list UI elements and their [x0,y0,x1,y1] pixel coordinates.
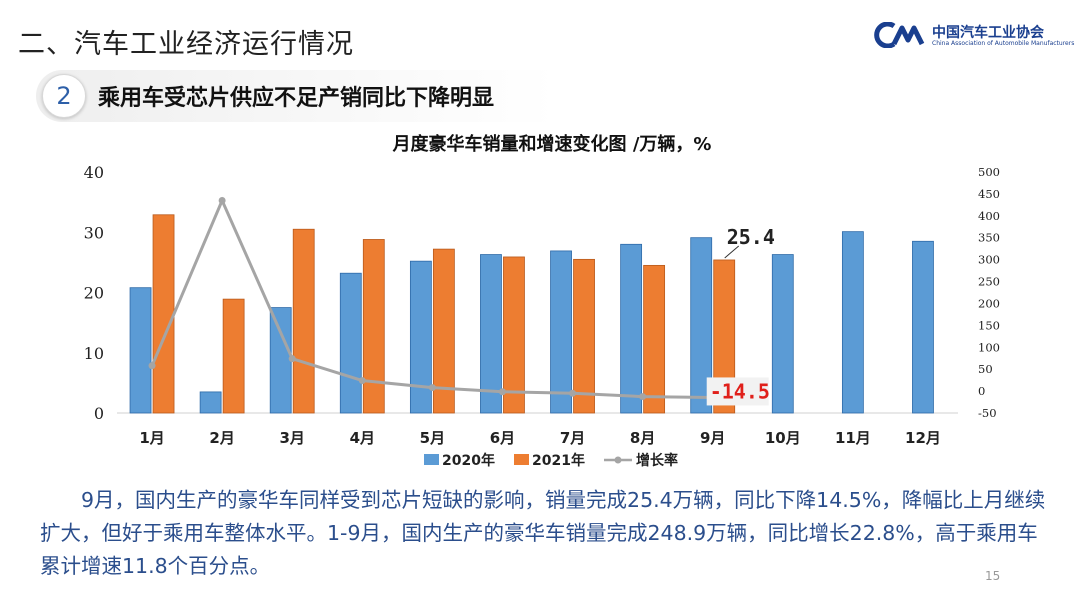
section-title: 二、汽车工业经济运行情况 [18,29,354,60]
y-right-tick-label: 500 [978,165,1000,179]
growth-label-box [706,377,769,406]
growth-rate-point [498,388,506,396]
caam-logo-icon [874,22,925,48]
bar-2021 [152,214,175,414]
y-right-tick-label: 0 [978,384,985,398]
page-number: 15 [985,569,1001,583]
x-tick-label: 4月 [350,429,375,447]
bar-2020 [690,237,713,414]
growth-rate-point [148,362,156,370]
legend-swatch [424,454,439,465]
y-right-tick-label: 300 [978,253,1000,267]
x-tick-label: 6月 [490,429,515,447]
growth-rate-point [639,393,647,401]
summary-paragraph: 9月，国内生产的豪华车同样受到芯片短缺的影响，销量完成25.4万辆，同比下降14… [40,488,1046,578]
bar-2020 [841,231,864,414]
subtitle: 乘用车受芯片供应不足产销同比下降明显 [98,86,495,111]
x-tick-label: 10月 [765,429,801,447]
y-right-tick-label: 350 [978,231,1000,245]
growth-rate-point [288,355,296,363]
bar-2020 [912,240,934,414]
data-label-2021-sep: 25.4 [727,225,775,249]
logo-name-cn: 中国汽车工业协会 [932,25,1044,41]
y-left-tick-label: 10 [84,344,104,363]
y-right-tick-label: 450 [978,187,1000,201]
x-tick-label: 12月 [905,429,941,447]
caam-logo: 中国汽车工业协会 China Association of Automobile… [872,20,1074,52]
y-right-tick-label: -50 [978,406,997,420]
x-tick-label: 7月 [560,429,585,447]
growth-rate-point [218,196,226,204]
bar-2021 [713,259,736,414]
legend-label: 2020年 [442,452,495,469]
bar-2021 [292,228,315,414]
bar-2021 [643,264,666,414]
y-right-tick-label: 100 [978,340,1000,354]
bar-2020 [339,272,362,414]
bar-2021 [573,258,595,414]
bar-2020 [199,391,222,414]
x-tick-label: 5月 [420,429,445,447]
bar-2020 [620,243,643,414]
data-label-leader [724,245,740,259]
y-right-tick-label: 400 [978,209,1000,223]
bar-2020 [129,287,152,414]
data-label-growth-sep: -14.5 [710,379,770,403]
legend-label: 增长率 [636,452,678,469]
x-tick-label: 11月 [835,429,871,447]
y-left-tick-label: 20 [84,284,104,303]
bar-2020 [550,250,572,414]
growth-rate-point [358,377,366,385]
x-tick-label: 3月 [279,429,304,447]
bar-2021 [222,298,245,414]
y-left-tick-label: 0 [94,404,104,423]
x-tick-label: 9月 [700,429,725,447]
bar-2020 [480,254,502,414]
x-tick-label: 1月 [139,429,164,447]
logo-name-en: China Association of Automobile Manufact… [932,40,1075,47]
bar-2021 [432,248,455,414]
subtitle-number-badge: 2 [42,74,86,118]
x-tick-label: 2月 [209,429,234,447]
y-left-tick-label: 30 [84,223,104,242]
x-tick-label: 8月 [630,429,655,447]
bar-2020 [771,254,794,414]
bar-2020 [409,260,432,414]
subtitle-bar [36,70,556,122]
chart-title: 月度豪华车销量和增速变化图 /万辆，% [392,133,712,155]
bar-2021 [503,256,525,414]
legend-label: 2021年 [532,452,585,469]
luxury-car-sales-chart: 月度豪华车销量和增速变化图 /万辆，% 0 10 20 30 40 -50 0 50 100 150… [84,133,1000,469]
bar-2021 [362,239,385,414]
legend-swatch [514,454,529,465]
y-right-tick-label: 250 [978,275,1000,289]
legend-marker [614,456,622,464]
bar-2020 [269,307,292,414]
growth-rate-point [428,384,436,392]
y-right-tick-label: 150 [978,318,1000,332]
y-right-tick-label: 200 [978,296,1000,310]
growth-rate-point [569,389,577,397]
y-right-tick-label: 50 [978,362,993,376]
y-left-tick-label: 40 [84,163,104,182]
